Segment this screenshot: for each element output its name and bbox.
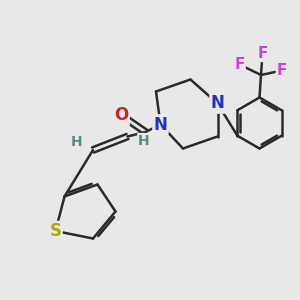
Text: N: N	[211, 94, 224, 112]
Text: F: F	[277, 63, 287, 78]
Text: H: H	[138, 134, 150, 148]
Text: S: S	[50, 222, 61, 240]
Text: H: H	[71, 135, 82, 148]
Text: F: F	[234, 57, 244, 72]
Text: F: F	[257, 46, 268, 61]
Text: N: N	[154, 116, 167, 134]
Text: O: O	[114, 106, 129, 124]
